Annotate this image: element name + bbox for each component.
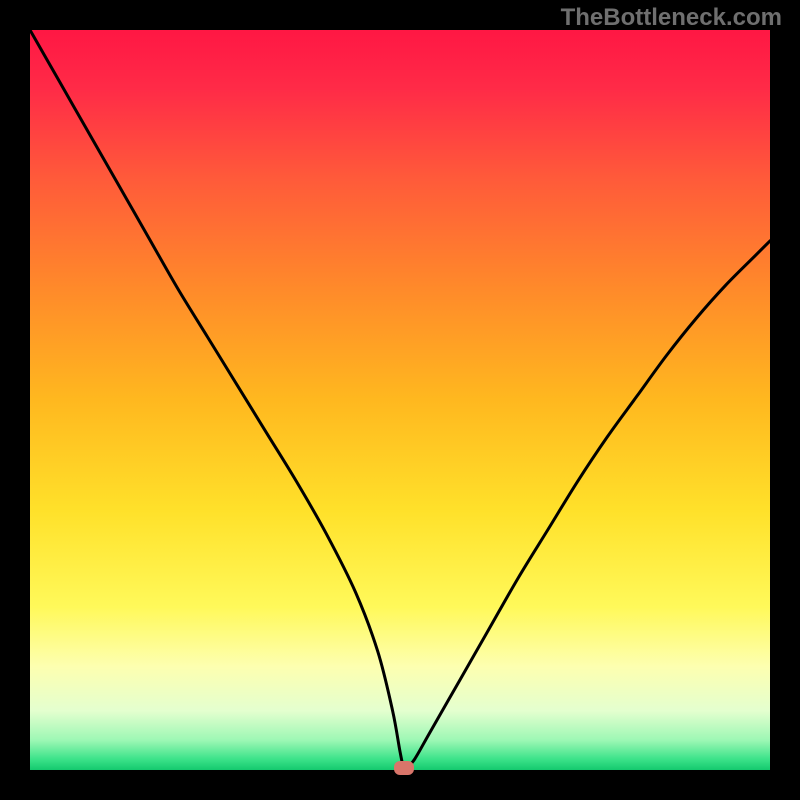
optimum-marker: [394, 761, 414, 775]
plot-gradient-background: [30, 30, 770, 770]
chart-container: TheBottleneck.com: [0, 0, 800, 800]
watermark-text: TheBottleneck.com: [561, 4, 782, 32]
